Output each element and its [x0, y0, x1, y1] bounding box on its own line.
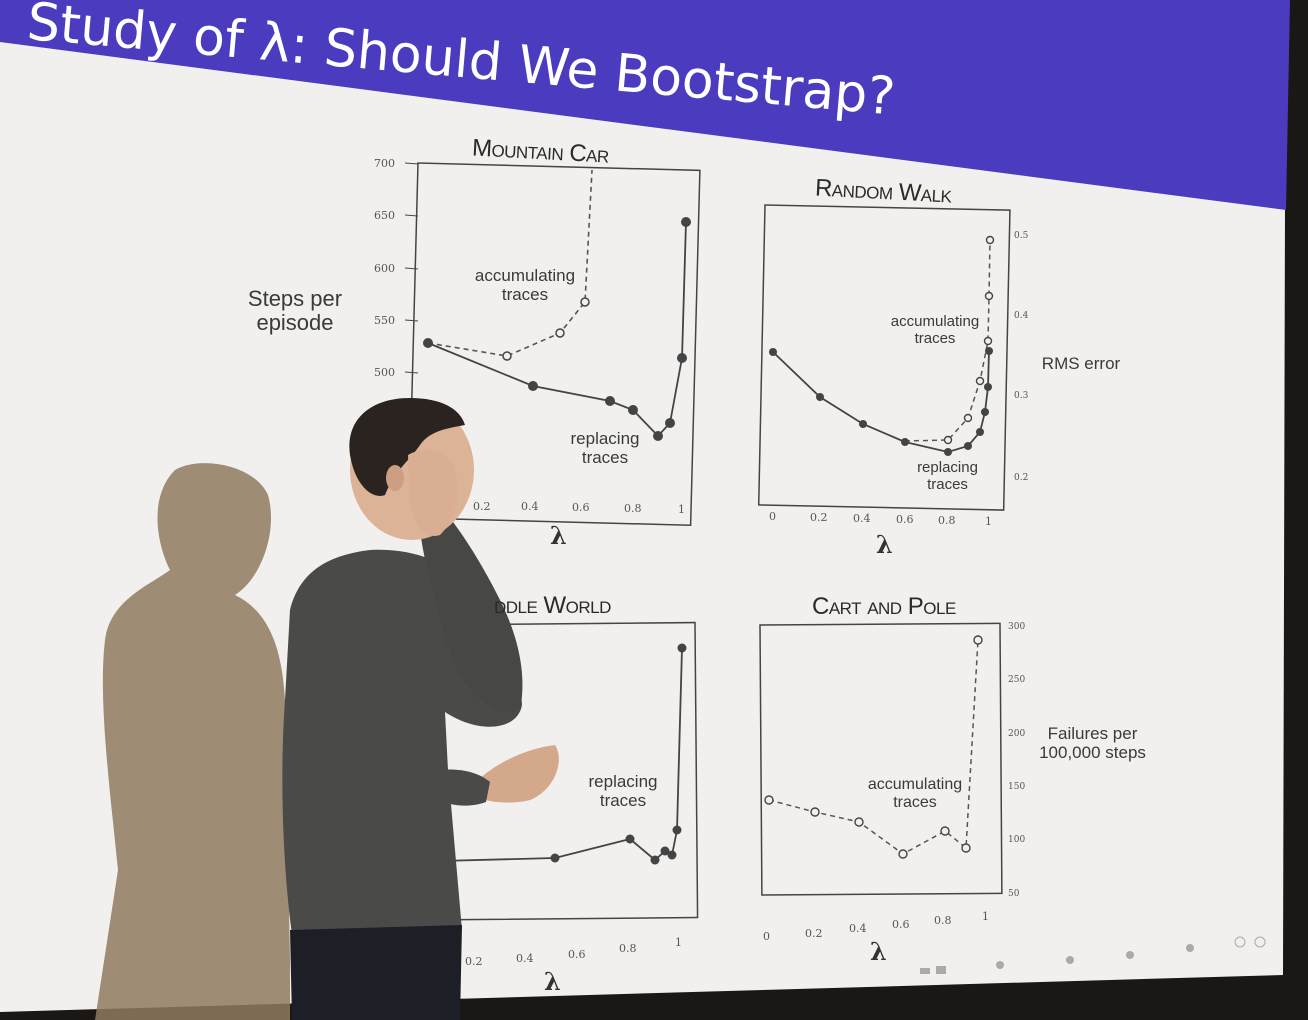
presenter-raised-arm: [420, 495, 523, 713]
random-walk-accumulating-label: accumulating traces: [890, 313, 980, 347]
mountain-car-xtick: 1: [678, 503, 685, 516]
presenter-pants: [290, 925, 462, 1020]
random-walk-ytick: 0.4: [1014, 311, 1029, 321]
mountain-car-ylabel: Steps per episode: [247, 286, 343, 336]
random-walk-xtick: 0: [769, 510, 776, 523]
mountain-car-ytick: 600: [374, 262, 395, 275]
mountain-car-accumulating-label: accumulating traces: [474, 266, 576, 304]
cart-pole-xtick: 0: [763, 930, 770, 943]
random-walk-ylabel: RMS error: [1041, 354, 1121, 373]
cart-pole-ytick: 50: [1008, 889, 1020, 899]
random-walk-replacing-label: replacing traces: [917, 459, 978, 493]
presenter-hand-front: [478, 745, 559, 803]
cart-pole-xtick: 0.2: [805, 927, 823, 940]
cart-pole-xlabel: λ: [870, 937, 887, 966]
cart-pole-ytick: 300: [1008, 622, 1025, 632]
presenter-shadow: [95, 463, 290, 1020]
mountain-car-ticks: [404, 162, 419, 374]
presenter-hair: [349, 398, 465, 496]
random-walk-xtick: 0.6: [896, 513, 914, 526]
mountain-car-ytick: 650: [374, 209, 395, 222]
random-walk-xtick: 0.4: [853, 512, 871, 525]
puddle-world-xtick: 0.8: [619, 942, 637, 955]
mountain-car-ytick: 550: [374, 314, 395, 327]
presenter-forearm: [440, 769, 490, 806]
random-walk-ytick: 0.2: [1014, 473, 1028, 483]
slide-title-banner: [0, 0, 1290, 210]
puddle-world-xtick: 0.6: [568, 948, 586, 961]
cart-pole-ylabel: Failures per 100,000 steps: [1039, 724, 1146, 762]
slide-navigation-icons: [920, 936, 1266, 974]
chart-cart-pole: [759, 622, 1003, 896]
cart-pole-xtick: 1: [982, 910, 989, 923]
cart-pole-ytick: 250: [1008, 675, 1025, 685]
puddle-world-title: ddle World: [494, 592, 611, 619]
puddle-world-xtick: 1: [675, 936, 682, 949]
chart-random-walk: [757, 204, 1011, 511]
mountain-car-replacing-line: [427, 221, 687, 438]
presenter: [282, 398, 559, 1020]
cart-pole-ytick: 200: [1008, 729, 1025, 739]
random-walk-xlabel: λ: [876, 530, 893, 559]
mountain-car-open-points: [502, 297, 590, 361]
cart-pole-title: Cart and Pole: [812, 593, 956, 620]
mountain-car-ytick: 500: [374, 366, 395, 379]
mountain-car-xtick: 0.2: [473, 500, 491, 513]
mountain-car-xtick: 0.8: [624, 502, 642, 515]
cart-pole-xtick: 0.6: [892, 918, 910, 931]
puddle-world-replacing-label: replacing traces: [588, 772, 658, 810]
mountain-car-xtick: 0.6: [572, 501, 590, 514]
presenter-hand-head: [408, 450, 458, 536]
mountain-car-xtick: 0.4: [521, 500, 539, 513]
mountain-car-replacing-label: replacing traces: [570, 429, 640, 467]
puddle-world-xlabel: λ: [544, 967, 561, 996]
cart-pole-accumulating-label: accumulating traces: [867, 776, 963, 811]
random-walk-xtick: 0.2: [810, 511, 828, 524]
mountain-car-points: [423, 217, 691, 441]
random-walk-ytick: 0.5: [1014, 231, 1029, 241]
cart-pole-ytick: 150: [1008, 782, 1025, 792]
mountain-car-ytick: 700: [374, 157, 395, 170]
random-walk-xtick: 0.8: [938, 514, 956, 527]
chart-mountain-car: [404, 162, 701, 527]
cart-pole-xtick: 0.4: [849, 922, 867, 935]
presenter-ear: [386, 465, 404, 491]
puddle-world-xtick: 0.2: [465, 955, 483, 968]
mountain-car-xlabel: λ: [550, 521, 567, 550]
random-walk-xtick: 1: [985, 515, 992, 528]
random-walk-ytick: 0.3: [1014, 391, 1029, 401]
puddle-world-xtick: 0.4: [516, 952, 534, 965]
random-walk-replacing-line: [772, 350, 990, 453]
cart-pole-ytick: 100: [1008, 835, 1025, 845]
cart-pole-xtick: 0.8: [934, 914, 952, 927]
